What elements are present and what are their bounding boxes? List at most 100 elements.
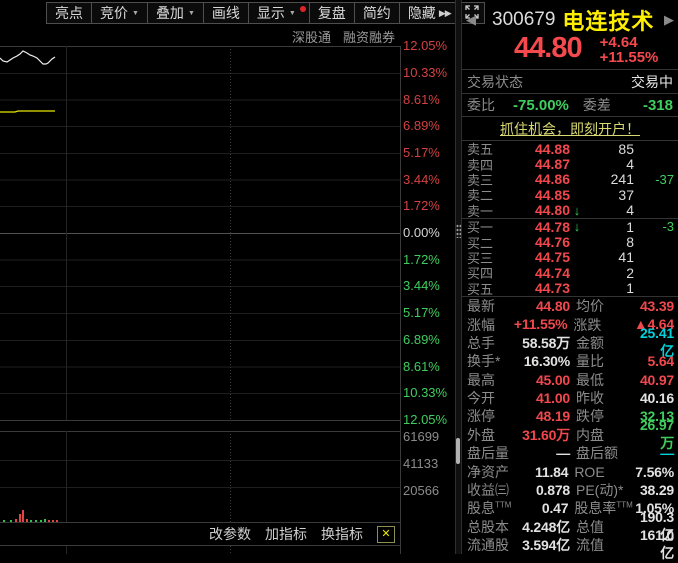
stat-label: 总手 [467, 334, 495, 351]
open-account-link[interactable]: 抓住机会，即刻开户！ [500, 120, 640, 137]
stat-label: 换手* [467, 353, 501, 370]
bid-row-2[interactable]: 买二 44.76 8 [462, 234, 678, 251]
percent-axis-label: 12.05% [403, 38, 448, 53]
volume-axis-label: 61699 [403, 429, 440, 444]
ask-row-3[interactable]: 卖三 44.86 241 -37 [462, 171, 678, 188]
stat-label: 昨收 [576, 390, 604, 407]
stat-label: 均价 [576, 298, 604, 315]
expand-icon [465, 4, 479, 22]
bid-row-5[interactable]: 买五 44.73 1 [462, 280, 678, 297]
ladder-divider [462, 217, 678, 219]
bid-row-4[interactable]: 买四 44.74 2 [462, 265, 678, 282]
stat-label: 量比 [576, 353, 604, 370]
stat-value: 58.58万 [522, 334, 570, 351]
add-indicator-link[interactable]: 加指标 [265, 526, 307, 542]
level-price: 44.78 [534, 218, 570, 235]
toolbar-button-label: 亮点 [55, 5, 83, 21]
price-block: 44.80 +4.64 +11.55% [462, 34, 678, 70]
status-label: 交易状态 [467, 73, 523, 90]
chevron-down-icon: ▼ [132, 9, 139, 17]
stat-value: — [556, 445, 570, 462]
weicha-label: 委差 [582, 97, 611, 113]
stat-value: 16.30% [523, 353, 570, 370]
stat-label: 盘后量 [467, 445, 509, 462]
level-volume: 4 [626, 156, 634, 173]
ask-row-1[interactable]: 卖五 44.88 85 [462, 140, 678, 158]
level-price: 44.88 [534, 140, 570, 157]
next-stock-arrow-icon[interactable]: ▶ [664, 12, 674, 27]
stat-value: 0.47 [541, 500, 569, 517]
bid-row-1[interactable]: 买一 44.78 ↓ 1 -3 [462, 218, 678, 236]
stat-label: 净资产 [467, 463, 509, 480]
level-price: 44.73 [534, 280, 570, 297]
stat-label: 今开 [467, 390, 495, 407]
stat-value: 4.248亿 [522, 518, 570, 535]
bid-row-3[interactable]: 买三 44.75 41 [462, 249, 678, 266]
price-change: +4.64 [599, 34, 638, 51]
toolbar-button-bidding[interactable]: 竞价 ▼ [91, 2, 148, 24]
percent-axis-label: 6.89% [403, 332, 440, 347]
toolbar-button-replay[interactable]: 复盘 [308, 2, 355, 24]
ask-row-2[interactable]: 卖四 44.87 4 [462, 156, 678, 173]
prev-stock-arrow-icon[interactable]: ◀ [466, 12, 476, 27]
panel-scrollbar-thumb[interactable] [456, 438, 460, 464]
stat-value: 1.05% [635, 500, 674, 517]
indicator-footer-bar: 改参数 加指标 换指标 ✕ [0, 524, 400, 544]
toolbar-button-highlight[interactable]: 亮点 [46, 2, 92, 24]
stat-row: 今开 41.00 昨收 40.16 [462, 389, 678, 407]
level-price: 44.86 [534, 171, 570, 188]
toolbar-button-display[interactable]: 显示 ▼ [247, 2, 310, 24]
level-label: 买四 [467, 266, 494, 282]
bid-ladder: 买一 44.78 ↓ 1 -3 买二 44.76 8 买三 44.75 41 买四 44.74 2 买五 44… [462, 218, 678, 297]
toolbar-button-draw-line[interactable]: 画线 [202, 2, 249, 24]
pane-splitter[interactable] [455, 0, 462, 554]
stat-value: 0.878 [535, 482, 570, 498]
toolbar: 亮点 竞价 ▼ 叠加 ▼ 画线 显示 ▼ 复盘 简约 隐藏 ▶▶ [46, 2, 485, 24]
ask-row-4[interactable]: 卖二 44.85 37 [462, 186, 678, 204]
level-volume: 37 [618, 186, 634, 203]
percent-axis-label: 8.61% [403, 358, 440, 374]
tag-shenzhen-connect[interactable]: 深股通 [291, 30, 331, 45]
level-volume: 1 [626, 280, 634, 297]
intraday-chart-canvas[interactable] [0, 45, 455, 554]
level-change: -3 [662, 219, 674, 235]
change-params-link[interactable]: 改参数 [209, 526, 251, 542]
percent-axis-label: 6.89% [403, 118, 440, 133]
ask-ladder: 卖五 44.88 85 卖四 44.87 4 卖三 44.86 241 -37 卖二 44.85 37 卖… [462, 140, 678, 219]
percent-axis-label: 10.33% [403, 385, 448, 400]
tag-margin-trading[interactable]: 融资融券 [342, 30, 395, 45]
stat-value: 11.84 [535, 463, 569, 480]
percent-axis-label: 1.72% [403, 251, 440, 267]
close-indicator-button[interactable]: ✕ [377, 525, 395, 543]
level-volume: 41 [618, 249, 634, 266]
level-label: 买三 [467, 250, 494, 266]
stat-value: 31.60万 [522, 426, 570, 443]
stat-row: 净资产 11.84 ROE 7.56% [462, 462, 678, 480]
stat-label: 总值 [576, 518, 604, 535]
switch-indicator-link[interactable]: 换指标 [321, 526, 363, 542]
stat-label: 股息率TTM [574, 500, 633, 517]
ttm-superscript: TTM [616, 500, 633, 510]
expand-button[interactable] [458, 2, 485, 24]
toolbar-button-overlay[interactable]: 叠加 ▼ [146, 2, 204, 24]
level-label: 卖四 [467, 157, 494, 173]
stat-value: 40.16 [639, 390, 674, 407]
level-label: 买一 [467, 220, 494, 236]
stat-row: 外盘 31.60万 内盘 26.97万 [462, 417, 678, 451]
toolbar-button-label: 画线 [211, 5, 240, 21]
stat-label: 收益㈢ [467, 482, 509, 499]
toolbar-button-simple[interactable]: 简约 [353, 2, 400, 24]
level-volume: 85 [618, 140, 634, 157]
price-change-percent: +11.55% [599, 49, 659, 66]
stock-name: 电连技术 [562, 9, 655, 34]
percent-axis-label: 8.61% [403, 91, 440, 107]
toolbar-button-hide[interactable]: 隐藏 ▶▶ [398, 2, 460, 24]
ttm-superscript: TTM [495, 500, 512, 510]
percent-axis-label: 5.17% [403, 305, 440, 320]
chevron-down-icon: ▼ [187, 9, 195, 17]
stat-row: 股息TTM 0.47 股息率TTM 1.05% [462, 499, 678, 517]
stat-value: 190.3亿 [639, 508, 674, 543]
splitter-grip-handle[interactable] [456, 224, 461, 238]
ask-row-5[interactable]: 卖一 44.80 ↓ 4 [462, 202, 678, 219]
